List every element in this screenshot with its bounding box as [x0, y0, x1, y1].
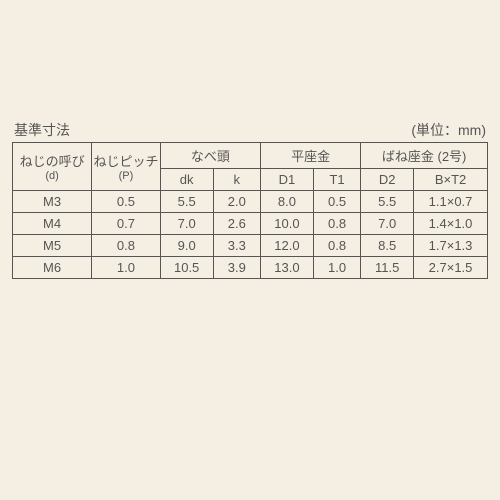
cell-d1: 13.0	[261, 257, 314, 279]
cell-t1: 0.8	[313, 213, 361, 235]
col-p-label: ねじピッチ	[93, 154, 158, 169]
unit-right: (単位：mm)	[411, 120, 486, 140]
col-d-header: ねじの呼び (d)	[13, 143, 92, 191]
table-header-row: 基準寸法 (単位：mm)	[12, 120, 488, 140]
grp1-header: なべ頭	[160, 143, 260, 169]
cell-k: 2.6	[213, 213, 261, 235]
cell-d: M4	[13, 213, 92, 235]
head-row-1: ねじの呼び (d) ねじピッチ (P) なべ頭 平座金 ばね座金 (2号)	[13, 143, 488, 169]
col-p-header: ねじピッチ (P)	[92, 143, 161, 191]
cell-p: 0.8	[92, 235, 161, 257]
cell-dk: 5.5	[160, 191, 213, 213]
grp2-header: 平座金	[261, 143, 361, 169]
table-body: M3 0.5 5.5 2.0 8.0 0.5 5.5 1.1×0.7 M4 0.…	[13, 191, 488, 279]
col-d-sub: (d)	[13, 170, 91, 182]
cell-k: 3.3	[213, 235, 261, 257]
cell-bt2: 1.7×1.3	[414, 235, 488, 257]
col-d-label: ねじの呼び	[20, 154, 85, 169]
cell-k: 3.9	[213, 257, 261, 279]
table-row: M6 1.0 10.5 3.9 13.0 1.0 11.5 2.7×1.5	[13, 257, 488, 279]
page: 基準寸法 (単位：mm) ねじの呼び (d) ねじピッチ (P) なべ頭 平座金…	[0, 0, 500, 500]
cell-bt2: 1.1×0.7	[414, 191, 488, 213]
cell-dk: 9.0	[160, 235, 213, 257]
cell-d1: 12.0	[261, 235, 314, 257]
cell-dk: 7.0	[160, 213, 213, 235]
cell-d: M5	[13, 235, 92, 257]
col-k-header: k	[213, 169, 261, 191]
cell-p: 0.7	[92, 213, 161, 235]
col-d1-header: D1	[261, 169, 314, 191]
cell-p: 0.5	[92, 191, 161, 213]
col-dk-header: dk	[160, 169, 213, 191]
col-d2-header: D2	[361, 169, 414, 191]
cell-t1: 0.5	[313, 191, 361, 213]
table-row: M4 0.7 7.0 2.6 10.0 0.8 7.0 1.4×1.0	[13, 213, 488, 235]
cell-d2: 7.0	[361, 213, 414, 235]
col-p-sub: (P)	[92, 170, 160, 182]
cell-bt2: 1.4×1.0	[414, 213, 488, 235]
cell-d2: 8.5	[361, 235, 414, 257]
cell-d2: 5.5	[361, 191, 414, 213]
cell-d1: 8.0	[261, 191, 314, 213]
grp3-header: ばね座金 (2号)	[361, 143, 488, 169]
title-left: 基準寸法	[14, 120, 70, 140]
cell-p: 1.0	[92, 257, 161, 279]
col-bt2-header: B×T2	[414, 169, 488, 191]
col-t1-header: T1	[313, 169, 361, 191]
table-row: M3 0.5 5.5 2.0 8.0 0.5 5.5 1.1×0.7	[13, 191, 488, 213]
cell-k: 2.0	[213, 191, 261, 213]
cell-d: M6	[13, 257, 92, 279]
spec-table: ねじの呼び (d) ねじピッチ (P) なべ頭 平座金 ばね座金 (2号) dk…	[12, 142, 488, 279]
cell-d2: 11.5	[361, 257, 414, 279]
cell-d: M3	[13, 191, 92, 213]
cell-dk: 10.5	[160, 257, 213, 279]
cell-t1: 0.8	[313, 235, 361, 257]
cell-t1: 1.0	[313, 257, 361, 279]
cell-d1: 10.0	[261, 213, 314, 235]
cell-bt2: 2.7×1.5	[414, 257, 488, 279]
table-row: M5 0.8 9.0 3.3 12.0 0.8 8.5 1.7×1.3	[13, 235, 488, 257]
